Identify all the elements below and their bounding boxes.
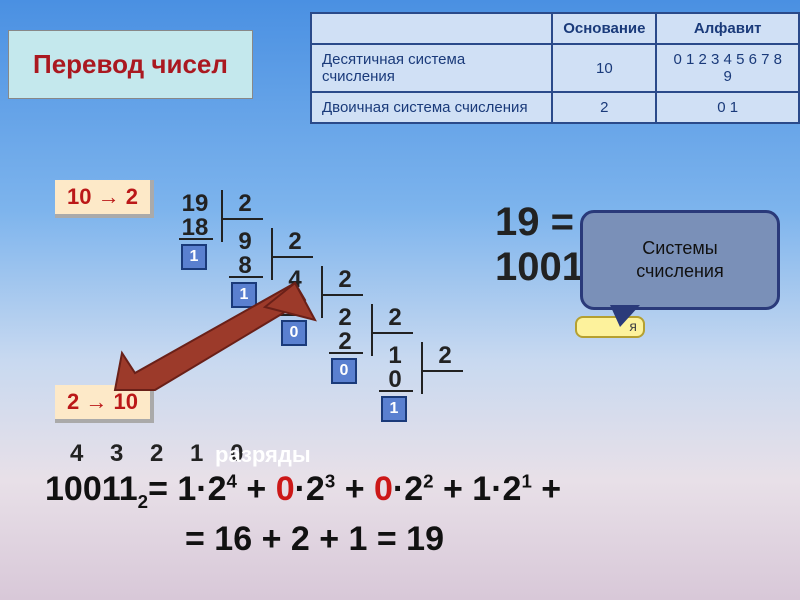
callout-line1: Системы xyxy=(642,237,717,260)
row-decimal-base: 10 xyxy=(552,44,656,92)
row-decimal-label: Десятичная система счисления xyxy=(311,44,552,92)
callout-bubble: Системы счисления xyxy=(580,210,780,310)
remainder-box: 0 xyxy=(331,358,357,384)
hline xyxy=(321,294,363,296)
hline xyxy=(221,218,263,220)
divisor: 2 xyxy=(375,304,415,332)
arrow-up-icon xyxy=(100,275,320,395)
formula-expansion: 100112= 1·24 + 0·23 + 0·22 + 1·21 + xyxy=(45,470,561,513)
hline2 xyxy=(329,352,363,354)
vline xyxy=(371,304,373,356)
divisor: 2 xyxy=(275,228,315,256)
divisor: 2 xyxy=(225,190,265,218)
hline2 xyxy=(179,238,213,240)
badge-10-to-2: 10 → 2 xyxy=(55,180,154,218)
row-decimal-alpha: 0 1 2 3 4 5 6 7 8 9 xyxy=(656,44,799,92)
formula-sum: = 16 + 2 + 1 = 19 xyxy=(185,520,444,559)
th-empty xyxy=(311,13,552,44)
vline xyxy=(321,266,323,318)
row-binary-label: Двоичная система счисления xyxy=(311,92,552,123)
hline xyxy=(271,256,313,258)
formula-terms: = 1·24 + 0·23 + 0·22 + 1·21 + xyxy=(148,470,561,508)
vline xyxy=(221,190,223,242)
systems-table: Основание Алфавит Десятичная система счи… xyxy=(310,12,800,124)
remainder-box: 1 xyxy=(381,396,407,422)
divisor: 2 xyxy=(325,266,365,294)
callout-tail xyxy=(610,305,640,327)
result-line1: 19 = xyxy=(495,200,574,244)
formula-binary: 10011 xyxy=(45,470,138,508)
title-box: Перевод чисел xyxy=(8,30,253,99)
hline xyxy=(421,370,463,372)
callout-line2: счисления xyxy=(636,260,724,283)
row-binary-alpha: 0 1 xyxy=(656,92,799,123)
formula-sub: 2 xyxy=(138,491,148,512)
digit-positions-label: разряды xyxy=(215,442,311,468)
vline xyxy=(271,228,273,280)
result-line2: 1001 xyxy=(495,245,584,289)
row-binary-base: 2 xyxy=(552,92,656,123)
divisor: 2 xyxy=(425,342,465,370)
th-base: Основание xyxy=(552,13,656,44)
th-alphabet: Алфавит xyxy=(656,13,799,44)
vline xyxy=(421,342,423,394)
remainder-box: 1 xyxy=(181,244,207,270)
hline xyxy=(371,332,413,334)
result-equation: 19 = 1001 xyxy=(495,200,584,290)
hline2 xyxy=(379,390,413,392)
